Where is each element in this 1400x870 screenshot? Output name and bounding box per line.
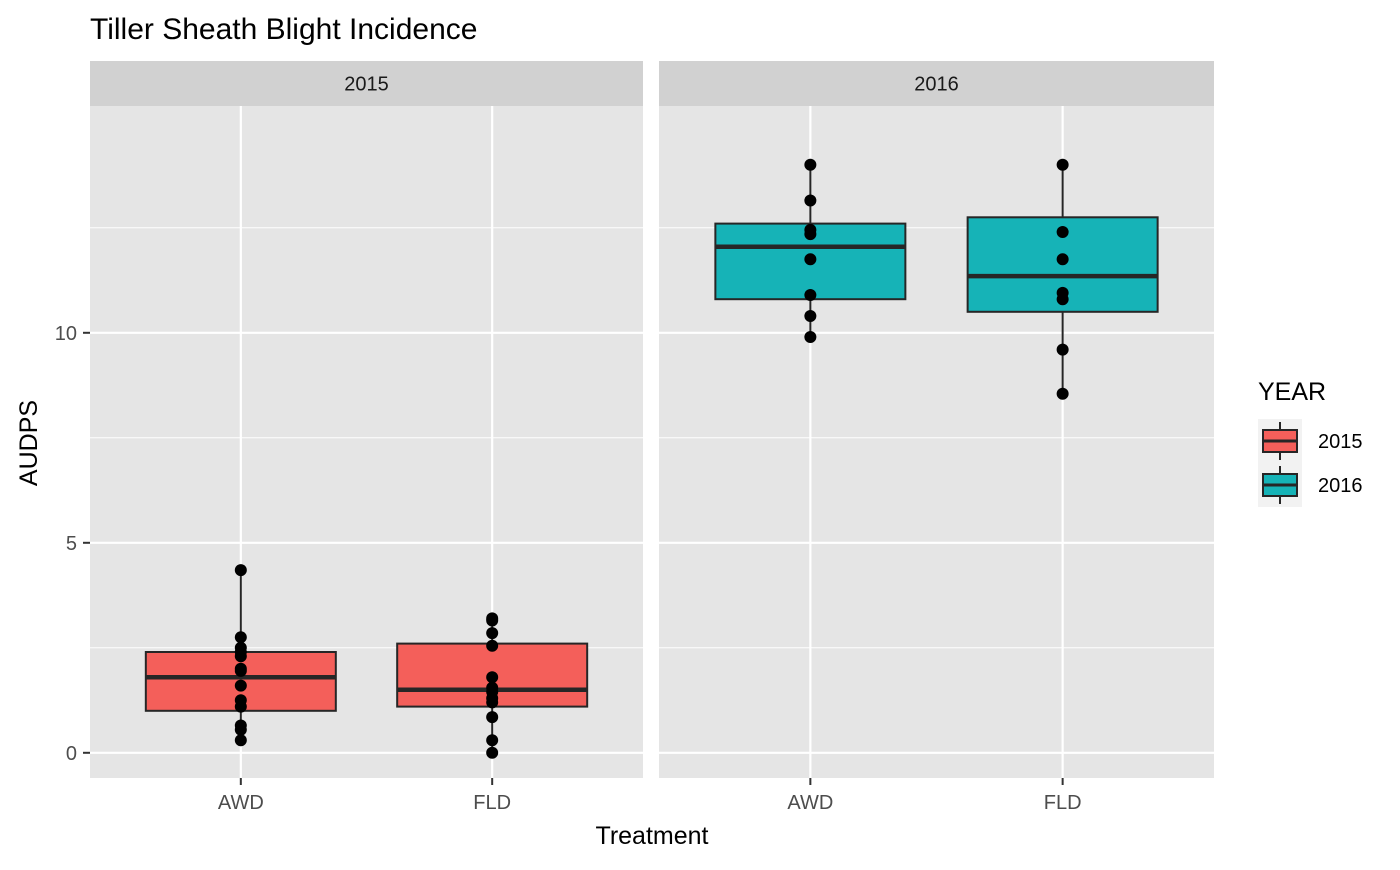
facet-strip-label: 2015 xyxy=(344,74,389,96)
data-point xyxy=(234,631,247,644)
data-point xyxy=(1056,226,1069,238)
data-point xyxy=(804,289,817,301)
data-point xyxy=(486,711,499,724)
data-point xyxy=(234,694,247,707)
data-point xyxy=(486,627,499,640)
x-tick-label: FLD xyxy=(1044,792,1082,814)
data-point xyxy=(234,719,247,732)
x-tick-label: FLD xyxy=(473,792,511,814)
data-point xyxy=(1056,286,1069,299)
data-point xyxy=(486,734,499,747)
data-point xyxy=(234,641,247,654)
legend-title: YEAR xyxy=(1258,378,1326,406)
data-point xyxy=(804,310,817,322)
legend-label: 2015 xyxy=(1318,431,1363,453)
data-point xyxy=(486,671,499,684)
data-point xyxy=(804,223,817,236)
data-point xyxy=(234,564,247,577)
facet-strip-2015 xyxy=(90,61,643,106)
data-point xyxy=(234,734,247,747)
x-tick-label: AWD xyxy=(787,792,833,814)
plot-area: 2015 AWD FLD 2016 AWD FLD 0 5 10 xyxy=(55,61,1214,814)
x-axis-title: Treatment xyxy=(595,822,708,850)
facet-strip-2016 xyxy=(659,61,1214,106)
panel-background-2016 xyxy=(659,106,1214,778)
data-point xyxy=(804,253,817,266)
data-point xyxy=(234,662,247,675)
data-point xyxy=(1056,158,1069,171)
facet-strip-label: 2016 xyxy=(914,74,959,96)
data-point xyxy=(234,679,247,692)
data-point xyxy=(804,194,817,207)
data-point xyxy=(1056,253,1069,266)
data-point xyxy=(1056,387,1069,400)
data-point xyxy=(1056,343,1069,356)
data-point xyxy=(486,639,499,652)
data-point xyxy=(486,746,499,759)
y-tick-label: 10 xyxy=(55,323,77,345)
data-point xyxy=(486,612,499,625)
y-axis-title: AUDPS xyxy=(15,400,43,486)
data-point xyxy=(804,158,817,171)
legend-label: 2016 xyxy=(1318,475,1363,497)
data-point xyxy=(804,331,817,343)
y-tick-label: 0 xyxy=(66,743,77,765)
x-tick-label: AWD xyxy=(218,792,264,814)
chart-title: Tiller Sheath Blight Incidence xyxy=(90,13,477,46)
legend: YEAR 2015 2016 xyxy=(1258,378,1363,507)
y-tick-label: 5 xyxy=(66,533,77,555)
data-point xyxy=(486,681,499,694)
